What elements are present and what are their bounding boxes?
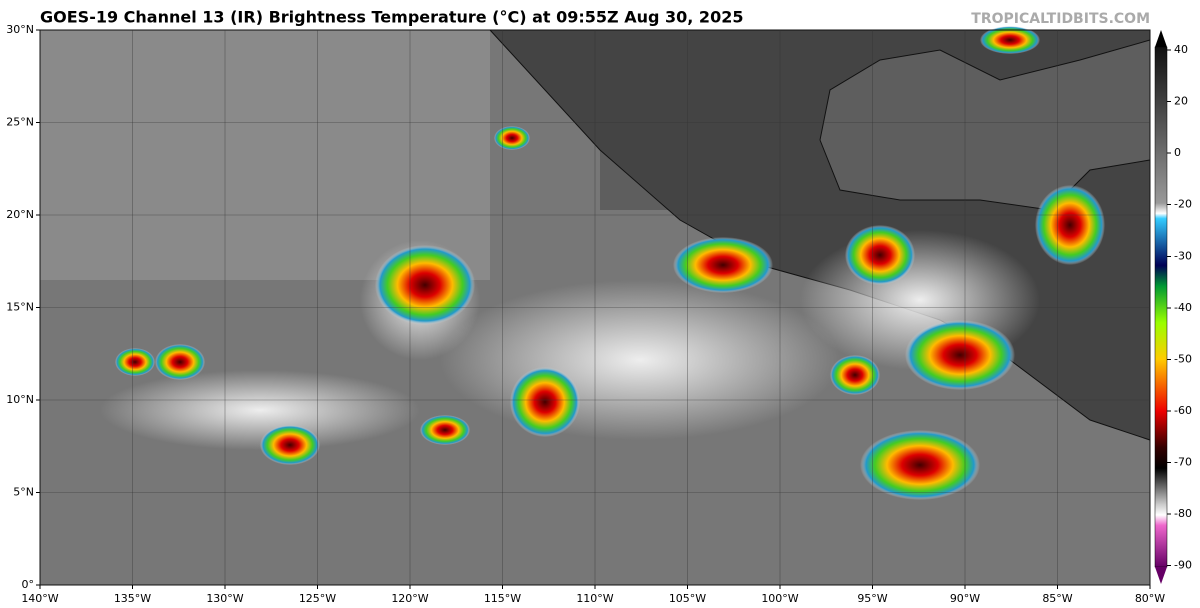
colorbar-label: -30 [1174,250,1192,263]
graticule [39,29,1151,586]
longitude-label: 105°W [669,592,706,605]
longitude-label: 135°W [114,592,151,605]
longitude-label: 130°W [206,592,243,605]
latitude-label: 25°N [6,116,34,129]
longitude-label: 110°W [576,592,613,605]
longitude-label: 120°W [391,592,428,605]
colorbar-label: 40 [1174,43,1188,56]
longitude-label: 95°W [857,592,887,605]
latitude-label: 0° [22,578,35,591]
colorbar-label: 20 [1174,95,1188,108]
latitude-label: 20°N [6,208,34,221]
longitude-label: 140°W [21,592,58,605]
longitude-label: 125°W [299,592,336,605]
longitude-label: 90°W [950,592,980,605]
longitude-label: 100°W [761,592,798,605]
longitude-label: 80°W [1135,592,1165,605]
colorbar-label: -90 [1174,559,1192,572]
colorbar-label: -80 [1174,507,1192,520]
colorbar-label: -20 [1174,198,1192,211]
colorbar-label: 0 [1174,146,1181,159]
credit: TROPICALTIDBITS.COM [971,11,1150,27]
longitude-label: 85°W [1042,592,1072,605]
latitude-label: 10°N [6,393,34,406]
title: GOES-19 Channel 13 (IR) Brightness Tempe… [40,8,743,27]
colorbar-label: -70 [1174,456,1192,469]
colorbar [1154,30,1168,584]
latitude-label: 5°N [13,486,34,499]
latitude-label: 15°N [6,301,34,314]
latitude-label: 30°N [6,23,34,36]
colorbar-label: -50 [1174,353,1192,366]
longitude-label: 115°W [484,592,521,605]
colorbar-label: -60 [1174,404,1192,417]
colorbar-label: -40 [1174,301,1192,314]
